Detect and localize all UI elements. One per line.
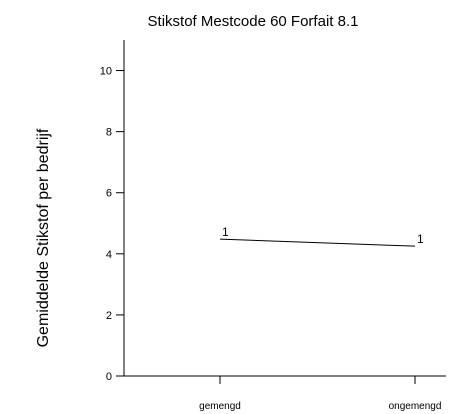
y-ticks: 0 2 4 6 8 10 [100, 66, 124, 383]
point-label: 1 [222, 225, 229, 239]
series-line [219, 238, 416, 247]
y-tick-label: 0 [106, 371, 112, 383]
y-tick-label: 6 [106, 188, 112, 200]
x-ticks: gemengd ongemengd [199, 376, 441, 412]
y-axis: 0 2 4 6 8 10 [100, 40, 125, 383]
x-category-label: gemengd [199, 401, 241, 412]
y-tick-label: 2 [106, 310, 112, 322]
y-tick-label: 10 [100, 66, 112, 78]
y-tick-label: 4 [106, 249, 112, 261]
point-label: 1 [417, 232, 424, 246]
series-layer: 11 [219, 225, 424, 247]
y-axis-label: Gemiddelde Stikstof per bedrijf [35, 128, 52, 347]
x-category-label: ongemengd [389, 401, 442, 412]
y-tick-label: 8 [106, 127, 112, 139]
x-axis: gemengd ongemengd [124, 375, 446, 412]
chart-title: Stikstof Mestcode 60 Forfait 8.1 [148, 13, 359, 30]
